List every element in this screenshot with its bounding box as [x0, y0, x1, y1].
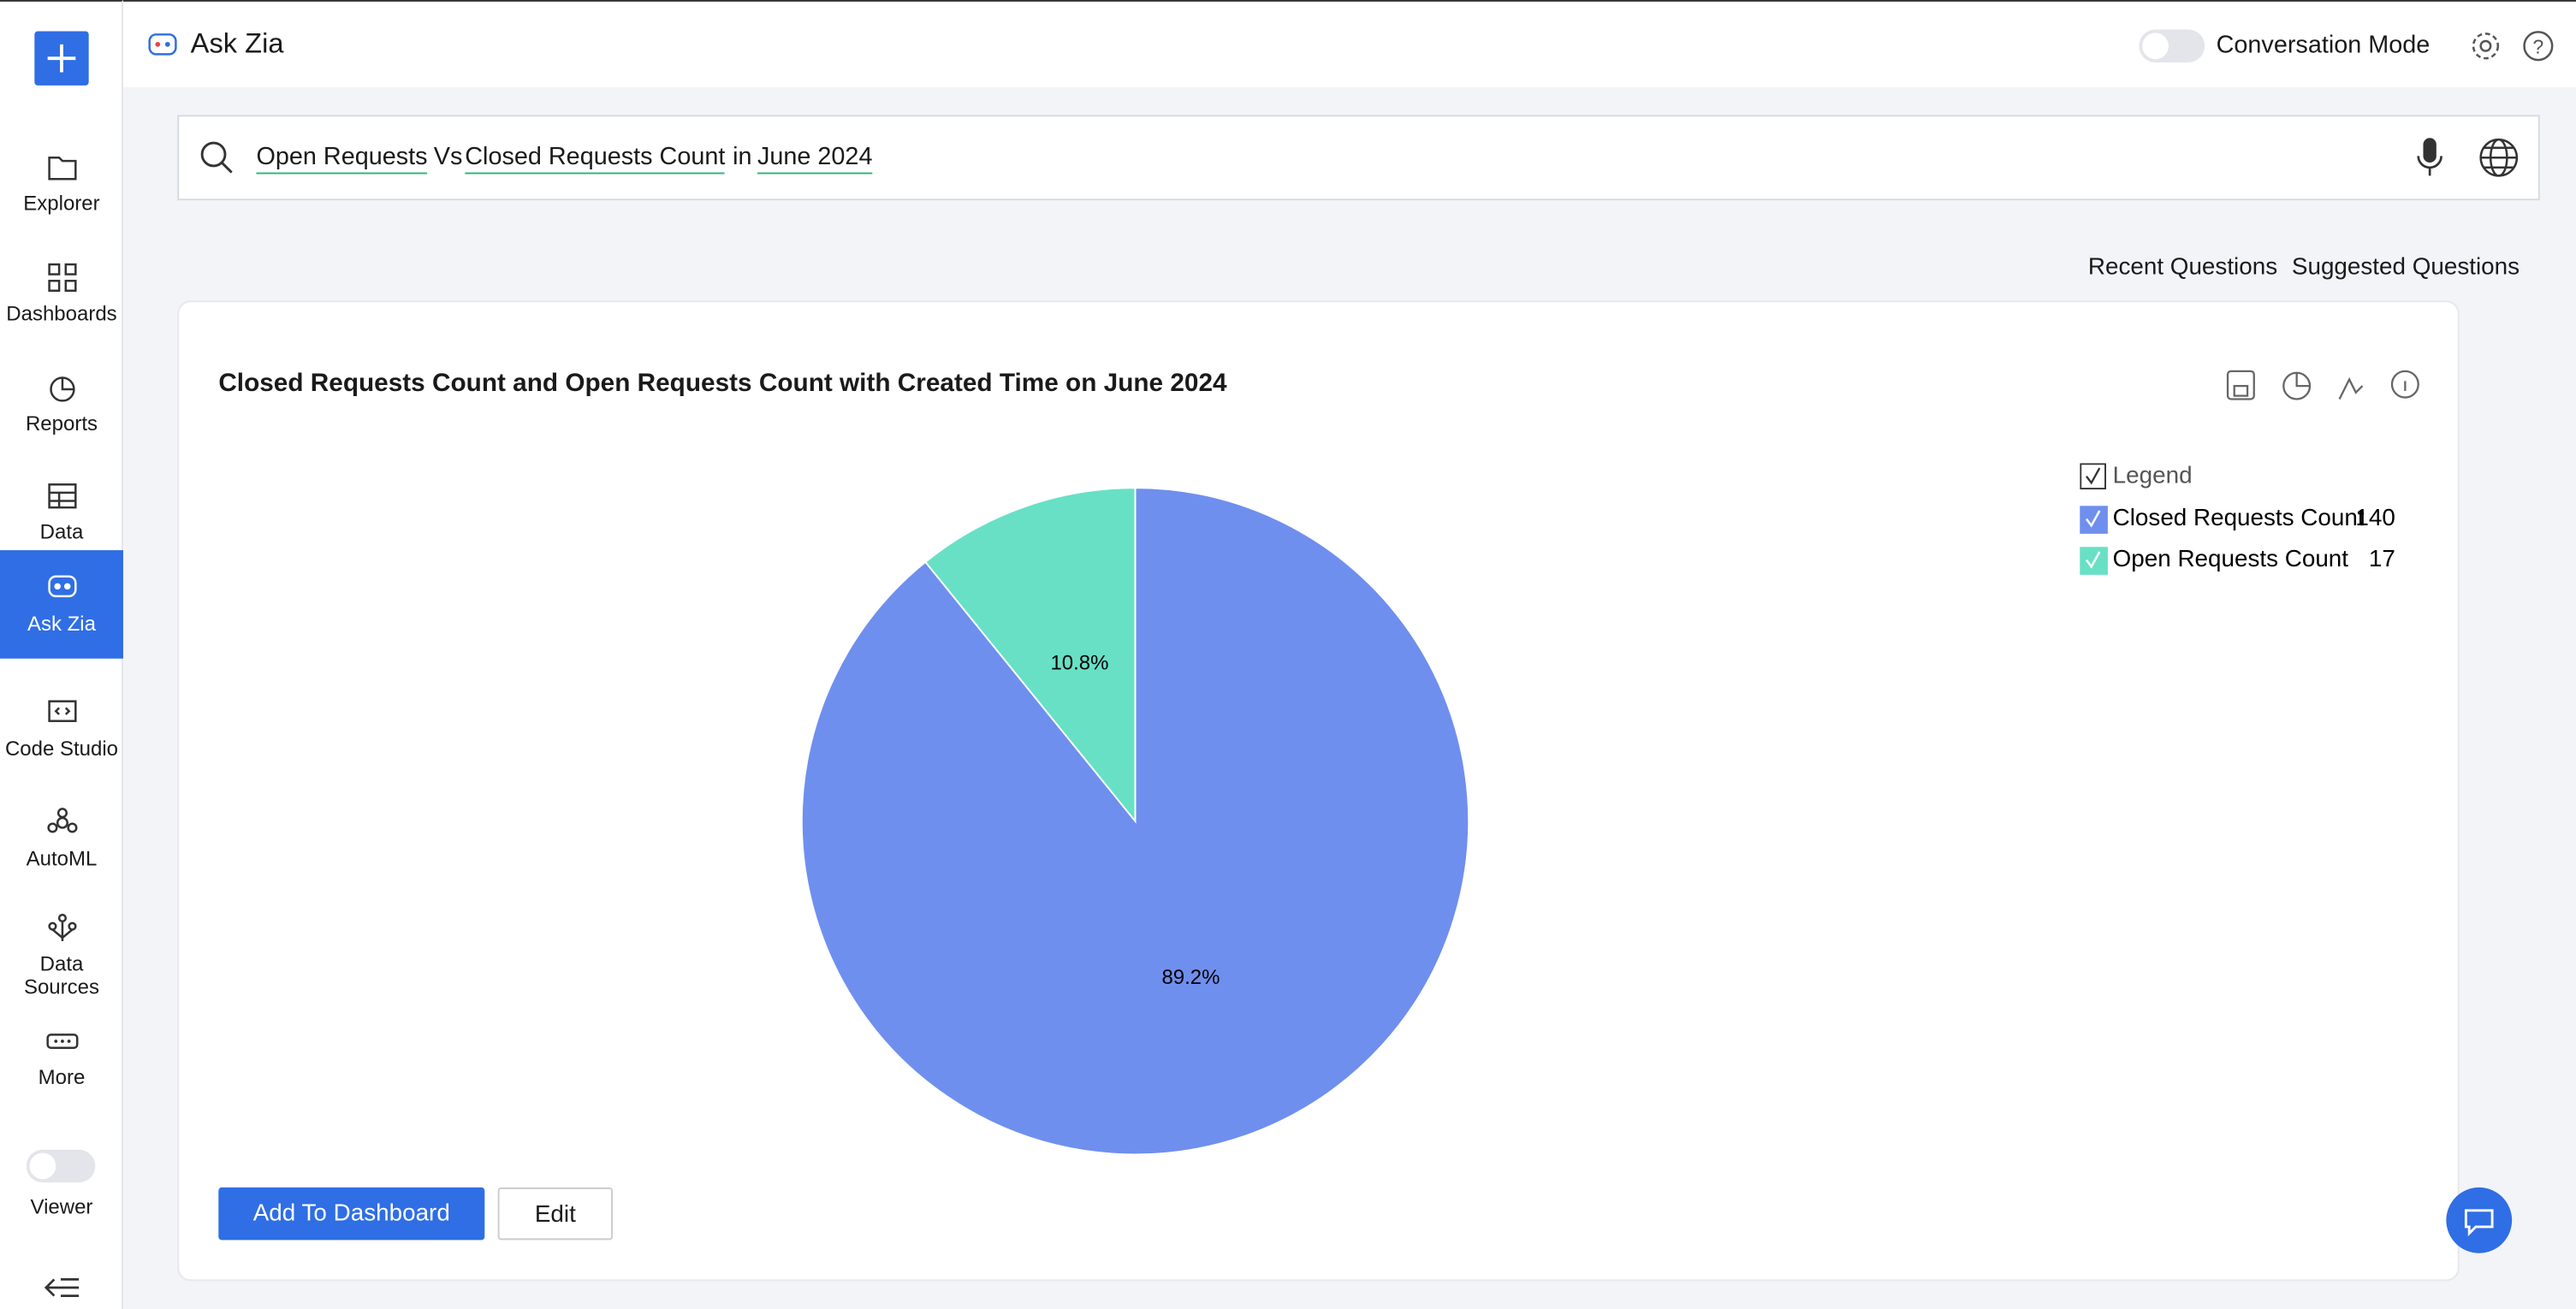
nav-label: Dashboards — [6, 302, 117, 326]
nav-item[interactable]: Dashboards — [0, 240, 123, 348]
icon — [47, 808, 78, 833]
nav-item-active[interactable]: Ask Zia — [0, 550, 123, 659]
nav-label: Data — [39, 520, 84, 544]
nav-label: Data Sources — [23, 952, 99, 999]
chat-icon — [2464, 1209, 2494, 1237]
pie-slice — [800, 487, 1470, 1156]
help-icon[interactable]: ? — [2522, 30, 2555, 62]
header-title: Ask Zia — [190, 27, 284, 60]
icon — [48, 575, 77, 598]
sidebar: Explorer Dashboards Reports Data Ask Zia… — [0, 0, 123, 1309]
language-icon[interactable] — [2478, 136, 2520, 179]
icon — [48, 157, 77, 181]
conversation-label: Conversation Mode — [2216, 31, 2431, 60]
legend-toggle[interactable] — [2080, 463, 2108, 491]
query-token: Vs — [433, 143, 463, 171]
slice-label: 10.8% — [1050, 651, 1108, 674]
settings-icon[interactable] — [2469, 30, 2502, 62]
legend-check — [2085, 510, 2101, 528]
icon — [48, 483, 77, 509]
nav-label: Viewer — [30, 1195, 93, 1219]
add-to-dashboard-button[interactable]: Add To Dashboard — [218, 1187, 485, 1241]
nav-label: More — [38, 1065, 86, 1089]
nav-item[interactable]: Data Sources — [0, 890, 123, 998]
collapse-icon[interactable] — [44, 1275, 80, 1301]
nav-label: AutoML — [26, 847, 98, 871]
nav-item[interactable]: Explorer — [0, 130, 123, 239]
nav-item[interactable]: AutoML — [0, 785, 123, 894]
edit-button[interactable]: Edit — [497, 1187, 614, 1241]
plus-icon — [47, 44, 76, 73]
query-token: Closed Requests Count — [465, 143, 726, 175]
viewer-toggle[interactable] — [26, 1149, 96, 1183]
header: Ask Zia Conversation Mode ? — [122, 0, 2576, 87]
nav-label: Reports — [25, 412, 98, 435]
legend-value: 17 — [2369, 545, 2395, 572]
query-token: in — [733, 143, 752, 171]
legend-label: Open Requests Count — [2113, 545, 2349, 572]
nav-label: Code Studio — [4, 737, 119, 761]
pie-slice — [923, 487, 1137, 824]
nav-item[interactable]: Reports — [0, 350, 123, 459]
query-token: Open Requests — [256, 143, 428, 175]
tab[interactable]: Suggested Questions — [2291, 254, 2520, 281]
legend-title: Legend — [2112, 463, 2193, 490]
nav-label: Explorer — [23, 192, 100, 216]
tab[interactable]: Recent Questions — [2087, 254, 2278, 281]
svg-text:?: ? — [2532, 35, 2543, 57]
search-box[interactable]: Open Requests Vs Closed Requests Count i… — [177, 115, 2540, 201]
nav-item[interactable]: More — [0, 1004, 123, 1112]
icon — [48, 700, 77, 722]
chat-button[interactable] — [2446, 1187, 2513, 1253]
icon — [46, 1034, 79, 1049]
slice-label: 89.2% — [1161, 966, 1220, 989]
icon — [50, 376, 75, 402]
legend-check — [2085, 551, 2101, 569]
legend-label: Closed Requests Count — [2113, 504, 2365, 530]
chart-toolbar[interactable] — [2224, 368, 2425, 404]
search-icon — [200, 141, 233, 174]
icon — [48, 263, 77, 293]
zia-icon — [148, 33, 177, 56]
create-button[interactable] — [34, 31, 89, 86]
nav-item[interactable]: Data — [0, 459, 123, 567]
query-token: June 2024 — [757, 143, 873, 175]
legend-value: 140 — [2355, 504, 2395, 530]
conversation-toggle[interactable] — [2139, 29, 2205, 62]
icon — [48, 913, 77, 941]
chart-title: Closed Requests Count and Open Requests … — [218, 369, 1227, 398]
nav-item[interactable]: Code Studio — [0, 675, 123, 784]
mic-icon[interactable] — [2417, 136, 2443, 179]
nav-label: Ask Zia — [27, 613, 96, 636]
